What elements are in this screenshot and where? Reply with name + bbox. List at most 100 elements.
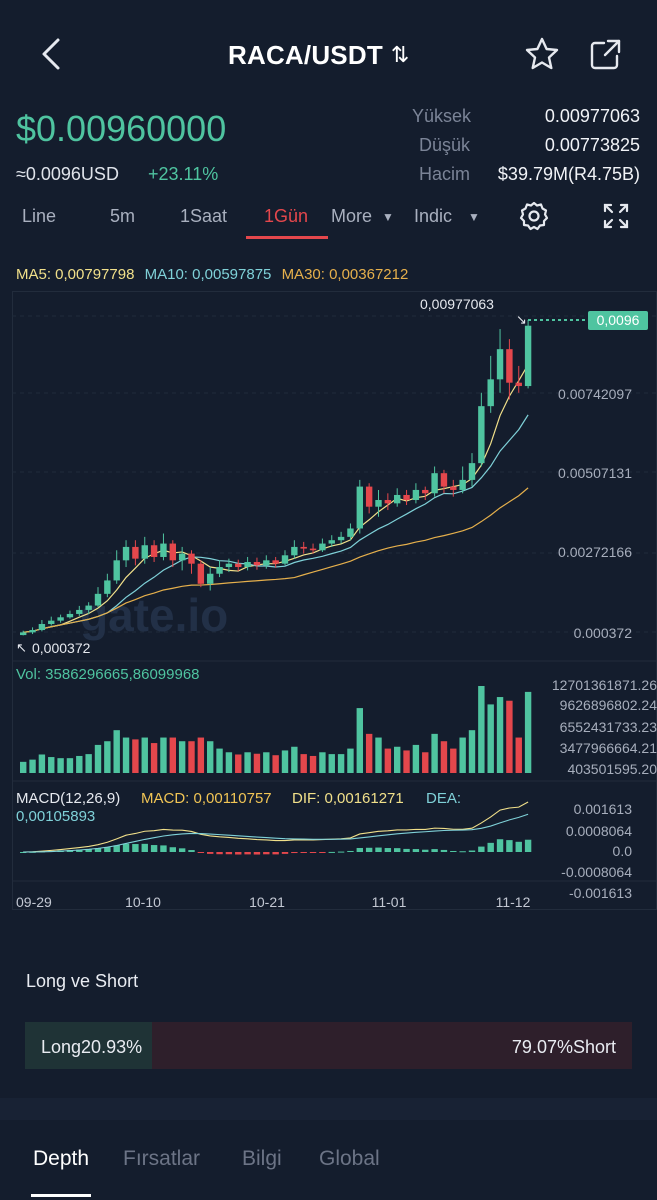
more-dropdown[interactable]: More ▼: [331, 206, 394, 227]
tab-global[interactable]: Global: [319, 1147, 380, 1170]
macd-bar: [468, 850, 476, 852]
dea-line: [23, 813, 529, 853]
price-axis-label: 0.00742097: [558, 386, 632, 402]
macd-bar: [478, 846, 485, 852]
settings-button[interactable]: [518, 200, 550, 232]
date-axis-label: 10-21: [249, 894, 285, 910]
macd-bar: [403, 848, 410, 852]
volume-bar: [431, 733, 438, 773]
fullscreen-button[interactable]: [602, 202, 630, 230]
date-axis-label: 10-10: [125, 894, 161, 910]
volume-bar: [132, 739, 139, 773]
macd-axis-label: -0.001613: [569, 885, 632, 901]
volume-bar: [291, 746, 298, 773]
volume-bar: [440, 741, 448, 773]
macd-axis-label: 0.0: [613, 843, 633, 859]
pair-title[interactable]: RACA/USDT ⇅: [228, 38, 409, 72]
candle: [20, 632, 27, 636]
low-price-label: 0,000372: [32, 640, 91, 656]
tab-1saat[interactable]: 1Saat: [180, 206, 228, 226]
volume-bar: [235, 754, 242, 773]
volume-bar: [515, 737, 522, 773]
tab-firsatlar[interactable]: Fırsatlar: [123, 1147, 201, 1170]
volume-axis-label: 403501595.20: [567, 761, 657, 777]
volume-axis-label: 3477966664.21: [560, 740, 657, 756]
share-icon: [590, 39, 621, 70]
macd-bar: [235, 852, 242, 855]
tab-1gun[interactable]: 1Gün: [264, 206, 309, 226]
tab-line[interactable]: Line: [22, 206, 57, 226]
tab-bilgi[interactable]: Bilgi: [242, 1147, 282, 1170]
pair-name: RACA/USDT: [228, 39, 383, 70]
tab-1gun-underline: [246, 236, 328, 239]
volume-bar: [356, 708, 363, 773]
candle: [38, 624, 46, 631]
candle: [309, 548, 317, 551]
long-label: Long20.93%: [41, 1037, 143, 1057]
macd-bar: [132, 844, 139, 852]
candle: [85, 605, 92, 610]
macd-bar: [197, 852, 205, 853]
watermark-text: gate.io: [80, 589, 228, 641]
dif-line: [23, 801, 529, 853]
tab-depth[interactable]: Depth: [33, 1147, 90, 1170]
volume-bar: [403, 750, 410, 773]
volume-bar: [225, 752, 233, 773]
volume-bar: [178, 741, 186, 773]
volume-bar: [524, 691, 532, 773]
candle: [132, 546, 139, 559]
macd-axis-label: 0.001613: [574, 801, 633, 817]
candle: [235, 563, 242, 568]
macd-bar: [309, 852, 317, 853]
candle: [487, 379, 494, 407]
volume-bar: [337, 754, 345, 773]
macd-bar: [169, 847, 176, 852]
volume-bar: [496, 697, 504, 773]
volume-bar: [365, 733, 373, 773]
caret-down-icon: ▼: [382, 209, 394, 224]
macd-bar: [207, 852, 214, 854]
macd-bar: [113, 845, 120, 852]
macd-bar: [263, 852, 270, 855]
macd-bar: [253, 852, 261, 855]
volume-bar: [76, 755, 83, 773]
long-short-bar: [25, 1022, 632, 1069]
macd-bar: [347, 850, 354, 852]
candle: [300, 546, 307, 549]
candle: [347, 528, 354, 537]
back-button[interactable]: [36, 36, 68, 72]
share-button[interactable]: [588, 36, 624, 72]
volume-axis-label: 12701361871.26: [552, 677, 657, 693]
candle: [450, 486, 457, 490]
price-chart-area[interactable]: gate.io 0.00742097 0.00507131 0.00272166 0.…: [12, 291, 657, 911]
chevron-left-icon: [42, 38, 60, 70]
tab-5m[interactable]: 5m: [110, 206, 136, 226]
macd-bar: [76, 849, 83, 852]
candle: [506, 349, 513, 383]
volume-bar: [141, 737, 148, 773]
volume-bar: [375, 737, 382, 773]
candle: [160, 543, 167, 557]
candle: [319, 543, 326, 551]
price-change: +23.11%: [148, 164, 219, 184]
candle: [431, 473, 438, 494]
candle: [104, 580, 111, 594]
volume-bar: [29, 759, 36, 773]
candlestick-chart: gate.io 0.00742097 0.00507131 0.00272166 0.…: [12, 291, 657, 910]
candle: [122, 546, 130, 561]
candle: [29, 630, 36, 633]
dea-label: DEA:: [426, 790, 461, 807]
volume-bar: [66, 758, 74, 773]
volume-bar: [478, 686, 485, 773]
volume-bar: [57, 758, 64, 773]
macd-bar: [20, 852, 27, 853]
stat-high-label: Yüksek: [412, 106, 472, 126]
star-icon: [525, 37, 559, 70]
ma10-value: MA10: 0,00597875: [144, 266, 272, 283]
macd-bar: [459, 851, 466, 853]
indic-dropdown[interactable]: Indic ▼: [414, 206, 480, 227]
macd-bar: [375, 847, 382, 852]
volume-label: Vol: 3586296665,86099968: [16, 666, 200, 683]
favorite-button[interactable]: [524, 36, 560, 72]
high-price-label: 0,00977063: [420, 296, 494, 312]
